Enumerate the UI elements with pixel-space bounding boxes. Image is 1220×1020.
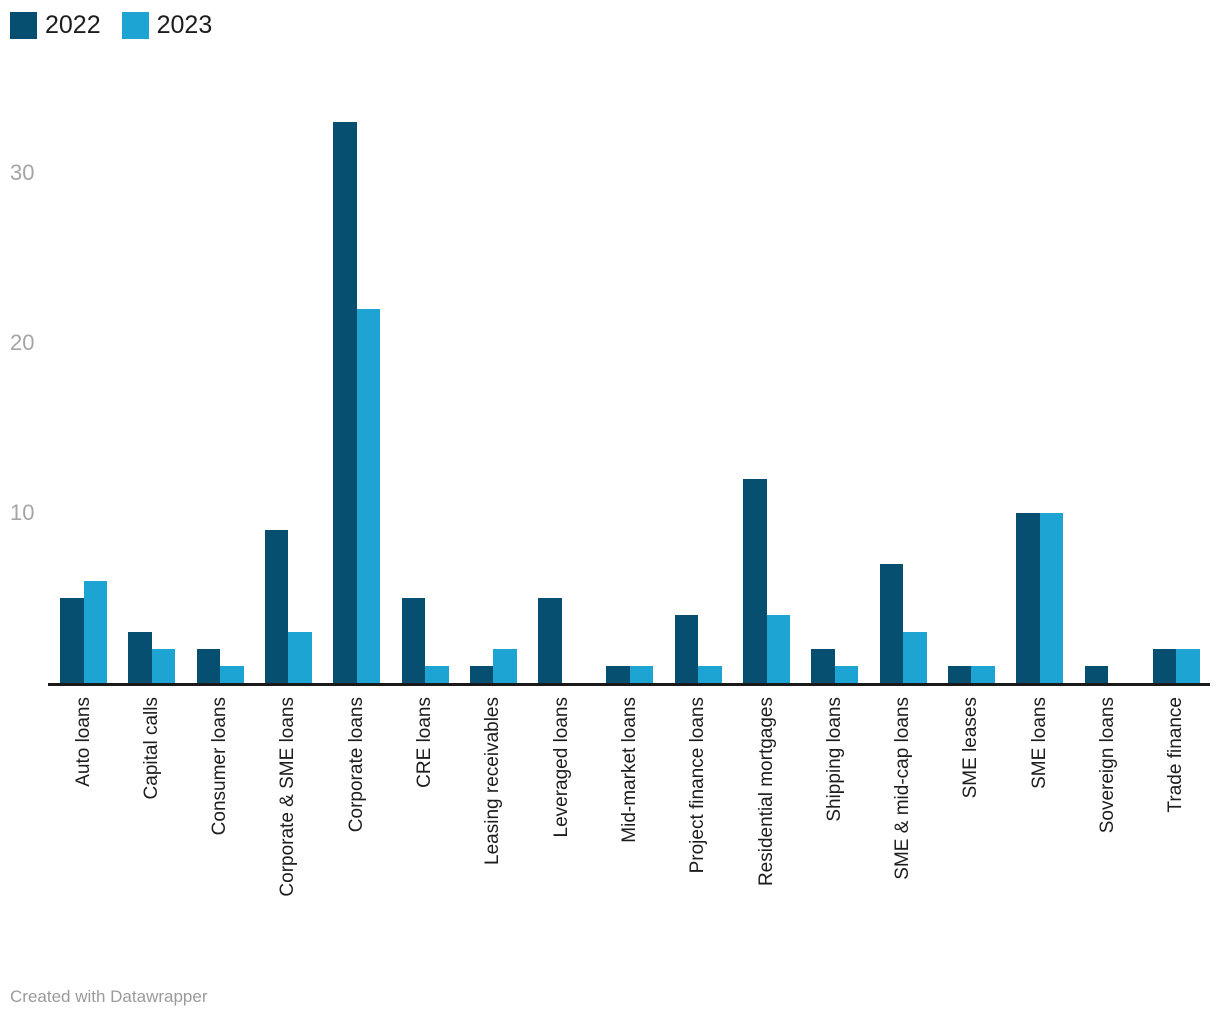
bar-2022-sovereign-loans bbox=[1084, 666, 1108, 683]
bar-2022-capital-calls bbox=[128, 632, 152, 683]
footer-credit: Created with Datawrapper bbox=[10, 987, 208, 1006]
legend-label-2022: 2022 bbox=[45, 11, 101, 39]
bar-2022-residential-mortgages bbox=[743, 479, 767, 683]
x-axis-label-trade-finance: Trade finance bbox=[1165, 697, 1187, 813]
x-axis-label-corporate-loans: Corporate loans bbox=[345, 697, 367, 833]
legend-item-2022: 2022 bbox=[10, 12, 101, 39]
bar-2022-consumer-loans bbox=[196, 649, 221, 683]
bar-2022-auto-loans bbox=[60, 598, 84, 683]
bar-2023-cre-loans bbox=[425, 666, 449, 683]
bar-2022-sme-leases bbox=[947, 666, 972, 683]
x-axis-label-mid-market-loans: Mid-market loans bbox=[618, 697, 640, 843]
x-axis-label-residential-mortgages: Residential mortgages bbox=[755, 697, 777, 887]
x-axis-line bbox=[48, 683, 1210, 686]
x-axis-label-cre-loans: CRE loans bbox=[414, 697, 435, 788]
legend-swatch-2022 bbox=[10, 12, 37, 39]
x-axis-label-sme-mid-cap-loans: SME & mid-cap loans bbox=[892, 697, 914, 880]
bar-2022-leasing-receivables bbox=[469, 666, 494, 683]
x-axis-label-leasing-receivables: Leasing receivables bbox=[482, 697, 504, 865]
x-axis-label-sovereign-loans: Sovereign loans bbox=[1097, 697, 1118, 834]
legend: 2022 2023 bbox=[10, 12, 233, 39]
bar-2022-cre-loans bbox=[401, 598, 425, 683]
bar-2022-mid-market-loans bbox=[606, 666, 630, 683]
legend-swatch-2023 bbox=[121, 12, 149, 39]
bar-2023-corporate-sme-loans bbox=[288, 632, 312, 683]
bar-2023-residential-mortgages bbox=[766, 615, 790, 683]
bar-2023-mid-market-loans bbox=[629, 666, 654, 683]
bar-2022-leveraged-loans bbox=[538, 598, 562, 683]
x-axis-label-capital-calls: Capital calls bbox=[140, 697, 162, 800]
bar-2022-corporate-sme-loans bbox=[264, 530, 289, 683]
bar-2023-project-finance-loans bbox=[698, 666, 722, 683]
bar-2023-sme-loans bbox=[1039, 513, 1064, 683]
x-axis-label-auto-loans: Auto loans bbox=[72, 697, 94, 787]
x-axis-label-leveraged-loans: Leveraged loans bbox=[550, 697, 572, 838]
y-tick-label-20: 20 bbox=[10, 330, 35, 355]
legend-item-2023: 2023 bbox=[121, 11, 213, 39]
y-tick-label-30: 30 bbox=[10, 160, 35, 185]
bar-2023-leasing-receivables bbox=[493, 649, 517, 683]
bar-2023-sme-leases bbox=[971, 666, 995, 683]
bar-2022-sme-loans bbox=[1016, 513, 1040, 683]
bar-2023-shipping-loans bbox=[834, 666, 859, 683]
x-axis-label-project-finance-loans: Project finance loans bbox=[687, 697, 709, 874]
bar-2022-corporate-loans bbox=[333, 122, 357, 683]
bar-2023-sme-mid-cap-loans bbox=[903, 632, 927, 683]
x-axis-label-consumer-loans: Consumer loans bbox=[209, 697, 231, 836]
bar-2023-trade-finance bbox=[1176, 649, 1200, 683]
bar-2023-corporate-loans bbox=[356, 309, 381, 683]
x-axis-label-corporate-sme-loans: Corporate & SME loans bbox=[277, 697, 299, 897]
bar-2023-consumer-loans bbox=[220, 666, 244, 683]
x-axis-label-shipping-loans: Shipping loans bbox=[823, 697, 845, 822]
x-axis-label-sme-loans: SME loans bbox=[1028, 697, 1050, 789]
x-axis-label-sme-leases: SME leases bbox=[960, 697, 982, 799]
bar-2022-shipping-loans bbox=[811, 649, 835, 683]
bar-2023-auto-loans bbox=[83, 581, 107, 683]
y-tick-label-10: 10 bbox=[10, 500, 35, 525]
bar-2022-trade-finance bbox=[1152, 649, 1177, 683]
bar-2022-sme-mid-cap-loans bbox=[879, 564, 904, 683]
bar-2022-project-finance-loans bbox=[674, 615, 699, 683]
bar-2023-capital-calls bbox=[151, 649, 176, 683]
legend-label-2023: 2023 bbox=[156, 11, 213, 39]
